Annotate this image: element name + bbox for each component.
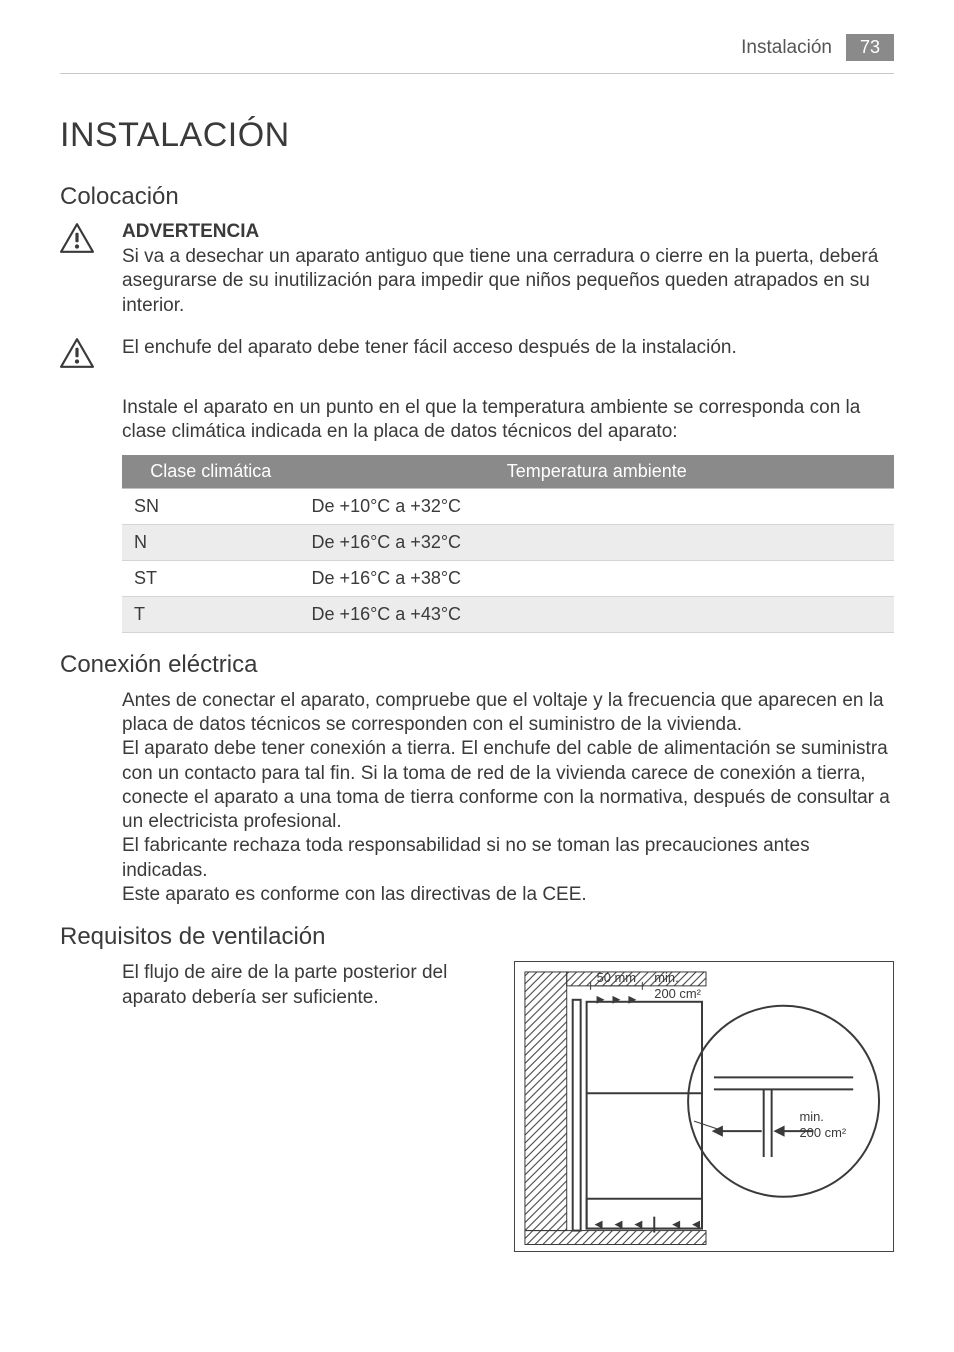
- table-row: SN De +10°C a +32°C: [122, 488, 894, 524]
- svg-text:min.: min.: [654, 970, 678, 985]
- svg-text:200 cm²: 200 cm²: [799, 1125, 846, 1140]
- section-ventilacion-title: Requisitos de ventilación: [60, 923, 894, 951]
- conexion-p2: El aparato debe tener conexión a tierra.…: [122, 737, 894, 834]
- svg-text:200 cm²: 200 cm²: [654, 986, 701, 1001]
- plug-access-text: El enchufe del aparato debe tener fácil …: [122, 336, 894, 360]
- page-number-badge: 73: [846, 34, 894, 61]
- ventilacion-text: El flujo de aire de la parte posterior d…: [122, 961, 498, 1010]
- warning-icon: [60, 336, 102, 368]
- table-cell-temp: De +16°C a +43°C: [300, 596, 894, 632]
- table-header-class: Clase climática: [122, 455, 300, 489]
- table-cell-temp: De +10°C a +32°C: [300, 488, 894, 524]
- svg-text:min.: min.: [799, 1110, 823, 1125]
- climate-intro-text: Instale el aparato en un punto en el que…: [122, 396, 894, 445]
- header-section-title: Instalación: [741, 37, 832, 59]
- page-title: INSTALACIÓN: [60, 116, 894, 155]
- conexion-p1: Antes de conectar el aparato, compruebe …: [122, 689, 894, 738]
- table-cell-class: SN: [122, 488, 300, 524]
- table-cell-temp: De +16°C a +38°C: [300, 560, 894, 596]
- fig-label-top-gap: 50 mm: [597, 970, 637, 985]
- table-row: N De +16°C a +32°C: [122, 524, 894, 560]
- ventilation-figure: 50 mm min. 200 cm² min. 200 cm²: [514, 961, 894, 1251]
- conexion-p4: Este aparato es conforme con las directi…: [122, 883, 894, 907]
- table-cell-temp: De +16°C a +32°C: [300, 524, 894, 560]
- table-row: ST De +16°C a +38°C: [122, 560, 894, 596]
- warning-icon: [60, 221, 102, 253]
- table-cell-class: ST: [122, 560, 300, 596]
- climate-table: Clase climática Temperatura ambiente SN …: [122, 455, 894, 633]
- warning-block: ADVERTENCIA Si va a desechar un aparato …: [60, 221, 894, 318]
- conexion-p3: El fabricante rechaza toda responsabilid…: [122, 834, 894, 883]
- table-row: T De +16°C a +43°C: [122, 596, 894, 632]
- section-conexion-title: Conexión eléctrica: [60, 651, 894, 679]
- section-colocacion-title: Colocación: [60, 183, 894, 211]
- warning-label: ADVERTENCIA: [122, 221, 894, 243]
- table-cell-class: T: [122, 596, 300, 632]
- warning-text: Si va a desechar un aparato antiguo que …: [122, 245, 894, 318]
- table-header-temp: Temperatura ambiente: [300, 455, 894, 489]
- info-block: El enchufe del aparato debe tener fácil …: [60, 336, 894, 368]
- page-header: Instalación 73: [60, 34, 894, 74]
- table-cell-class: N: [122, 524, 300, 560]
